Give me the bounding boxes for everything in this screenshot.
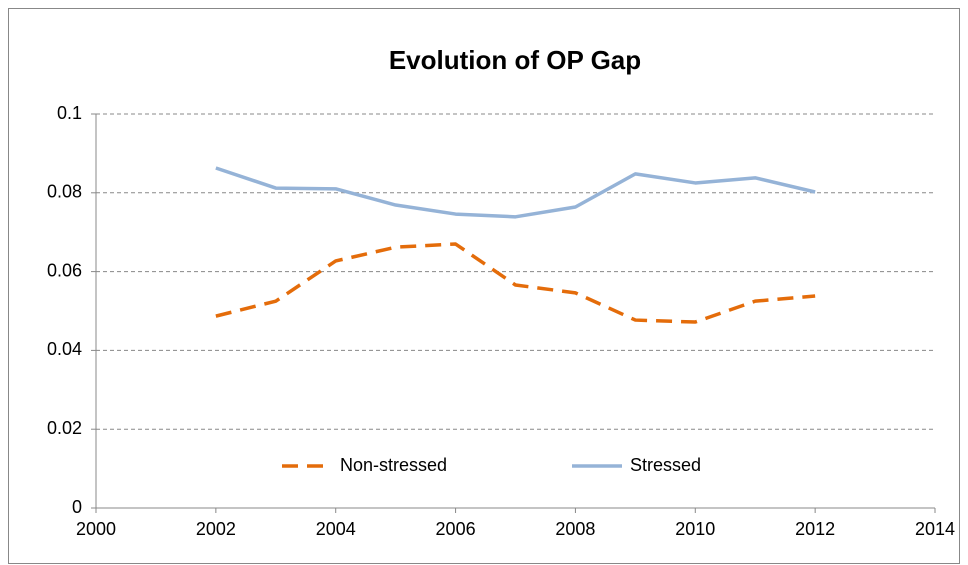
x-tick-label: 2004 [316, 519, 356, 539]
x-tick-label: 2002 [196, 519, 236, 539]
y-tick-label: 0 [72, 497, 82, 517]
y-tick-label: 0.02 [47, 418, 82, 438]
y-tick-label: 0.1 [57, 103, 82, 123]
legend-label: Stressed [630, 455, 701, 475]
y-tick-label: 0.04 [47, 339, 82, 359]
data-line [215, 242, 816, 324]
x-tick-label: 2012 [795, 519, 835, 539]
x-tick-label: 2000 [76, 519, 116, 539]
x-tick-label: 2014 [915, 519, 955, 539]
y-tick-label: 0.06 [47, 260, 82, 280]
x-tick-label: 2008 [555, 519, 595, 539]
chart-title: Evolution of OP Gap [389, 45, 641, 75]
x-tick-label: 2010 [675, 519, 715, 539]
x-tick-label: 2006 [436, 519, 476, 539]
legend-label: Non-stressed [340, 455, 447, 475]
chart-frame [8, 8, 960, 564]
data-line [215, 166, 816, 219]
y-tick-label: 0.08 [47, 182, 82, 202]
